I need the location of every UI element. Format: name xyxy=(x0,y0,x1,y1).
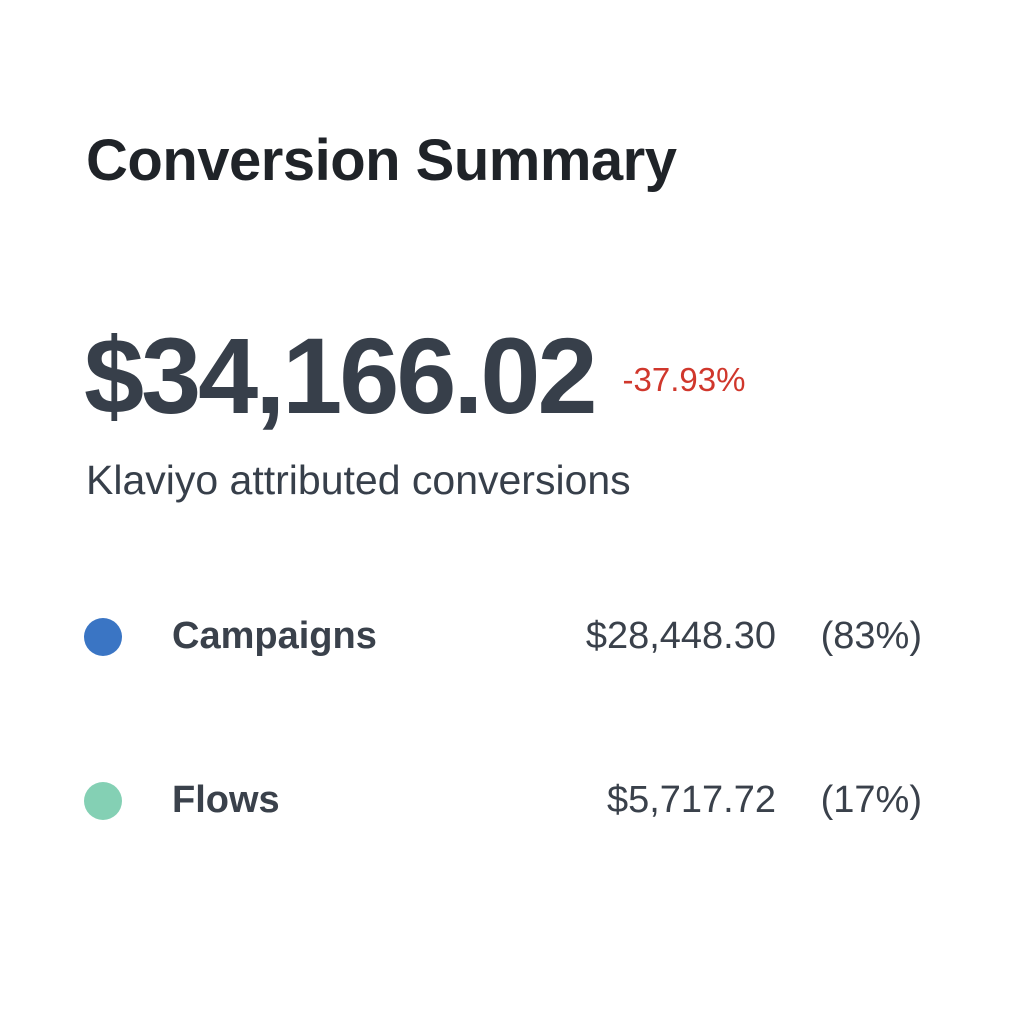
total-summary: $34,166.02 -37.93% xyxy=(84,322,745,430)
card-subtitle: Klaviyo attributed conversions xyxy=(86,457,631,503)
campaigns-percent: (83%) xyxy=(820,615,922,657)
breakdown-row-campaigns: Campaigns $28,448.30 (83%) xyxy=(84,615,924,659)
flows-percent: (17%) xyxy=(820,779,922,821)
flows-legend-dot-icon xyxy=(84,782,122,820)
total-conversion-value: $34,166.02 xyxy=(84,315,598,436)
campaigns-amount: $28,448.30 xyxy=(585,615,776,657)
breakdown-row-flows: Flows $5,717.72 (17%) xyxy=(84,779,924,823)
flows-label: Flows xyxy=(172,779,280,821)
campaigns-label: Campaigns xyxy=(172,615,377,657)
total-change-badge: -37.93% xyxy=(622,360,746,398)
campaigns-legend-dot-icon xyxy=(84,618,122,656)
flows-amount: $5,717.72 xyxy=(606,779,776,821)
card-title: Conversion Summary xyxy=(86,128,677,193)
